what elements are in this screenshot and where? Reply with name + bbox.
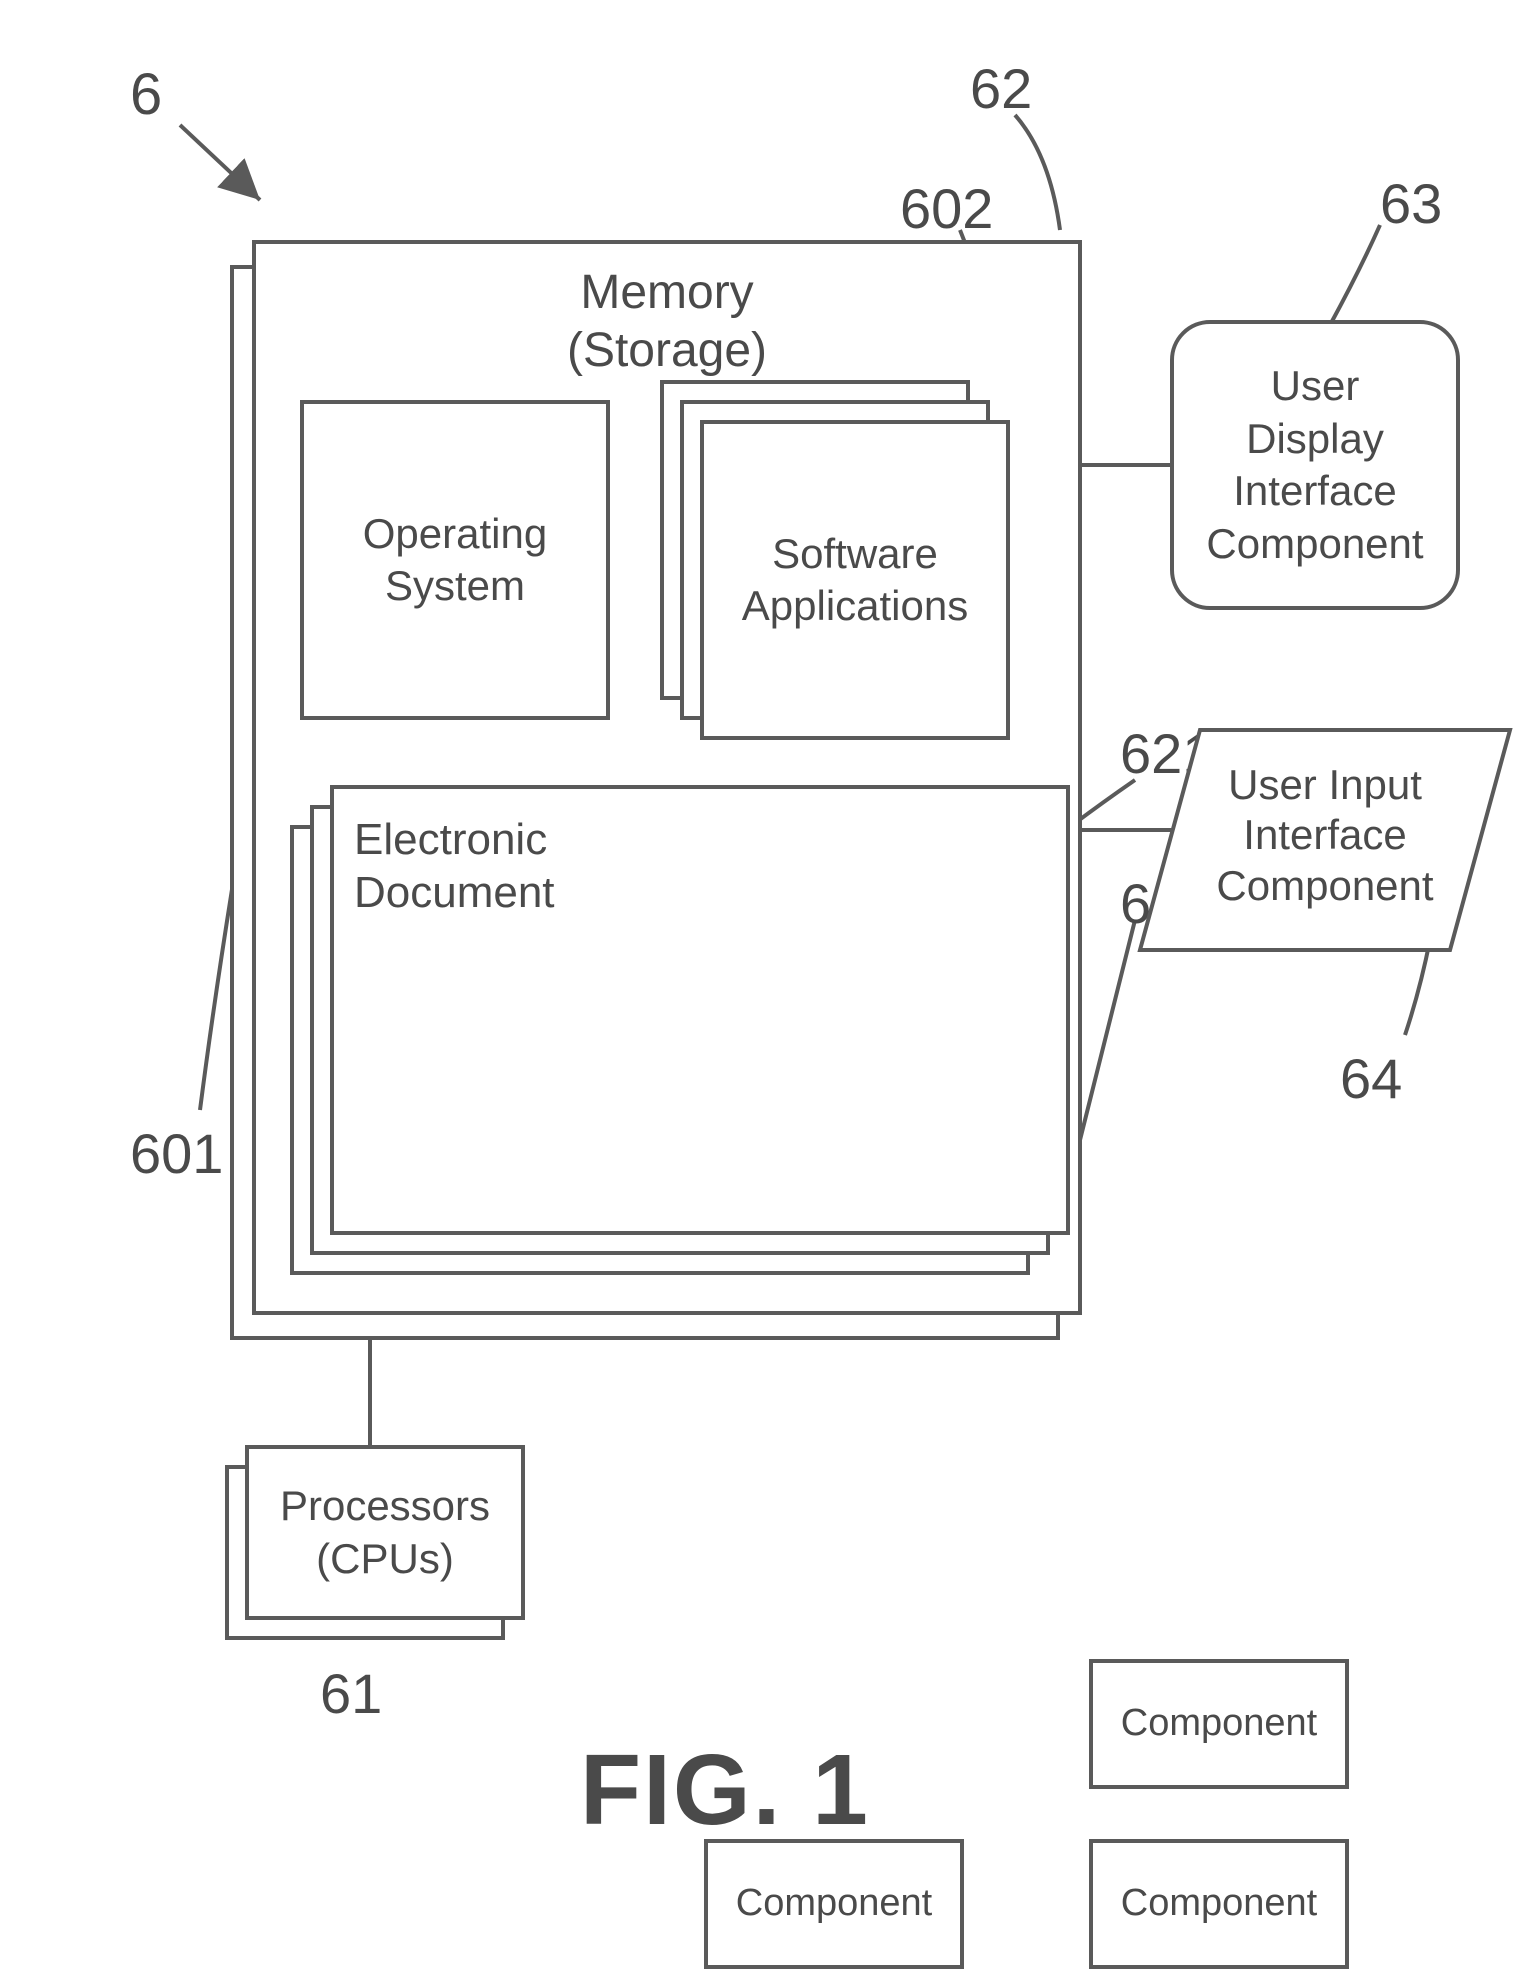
doc-line2: Document — [354, 868, 555, 917]
cpu-box: Processors (CPUs) — [245, 1445, 525, 1620]
display-line1: User — [1271, 362, 1360, 409]
os-ref-number: 601 — [130, 1120, 223, 1187]
figure-label: FIG. 1 — [580, 1730, 870, 1850]
doc-box: Electronic Document Component Component … — [330, 785, 1070, 1235]
os-line2: System — [385, 562, 525, 609]
display-line3: Interface — [1233, 467, 1396, 514]
input-line3: Component — [1216, 862, 1433, 909]
input-line1: User Input — [1228, 761, 1422, 808]
apps-line2: Applications — [742, 582, 968, 629]
memory-title-1: Memory — [580, 266, 753, 319]
memory-title-2: (Storage) — [567, 324, 767, 377]
input-ref-number: 64 — [1340, 1045, 1402, 1112]
cpu-line1: Processors — [280, 1482, 490, 1529]
input-line2: Interface — [1243, 811, 1406, 858]
display-line4: Component — [1206, 520, 1423, 567]
os-box: Operating System — [300, 400, 610, 720]
cpu-line2: (CPUs) — [316, 1535, 454, 1582]
component-box-2: Component — [704, 1839, 964, 1969]
input-interface-text: User Input Interface Component — [1190, 760, 1460, 911]
component-1-text: Component — [1121, 1700, 1317, 1748]
component-box-1: Component — [1089, 1659, 1349, 1789]
doc-line1: Electronic — [354, 815, 547, 864]
apps-box: Software Applications — [700, 420, 1010, 740]
memory-title: Memory (Storage) — [256, 264, 1078, 379]
cpu-ref-number: 61 — [320, 1660, 382, 1727]
component-2-text: Component — [736, 1880, 932, 1928]
apps-line1: Software — [772, 530, 938, 577]
component-box-3: Component — [1089, 1839, 1349, 1969]
doc-title: Electronic Document — [354, 814, 634, 920]
diagram-canvas: 6 Memory (Storage) — [0, 0, 1518, 1923]
display-line2: Display — [1246, 415, 1384, 462]
display-interface-box: User Display Interface Component — [1170, 320, 1460, 610]
component-3-text: Component — [1121, 1880, 1317, 1928]
display-ref-number: 63 — [1380, 170, 1442, 237]
apps-ref-number: 602 — [900, 175, 993, 242]
memory-ref-number: 62 — [970, 55, 1032, 122]
os-line1: Operating — [363, 510, 547, 557]
